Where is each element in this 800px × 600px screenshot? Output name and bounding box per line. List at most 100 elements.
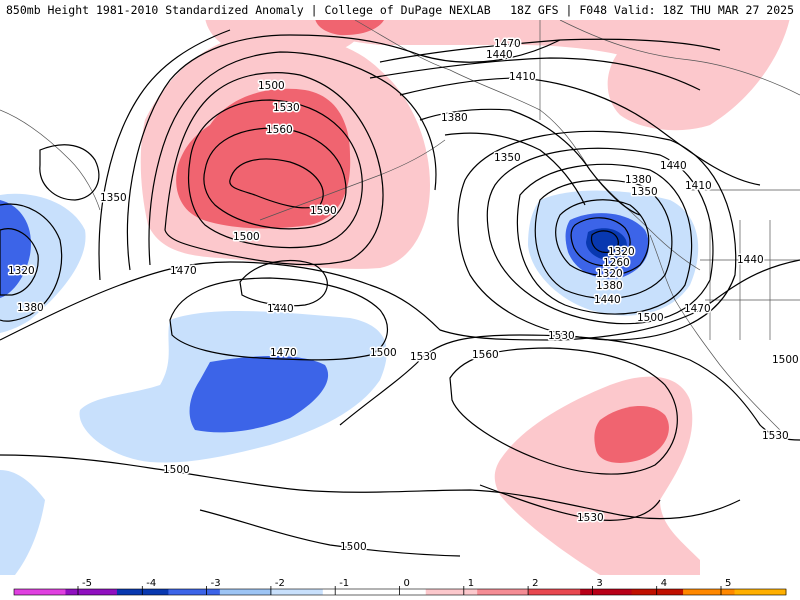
anomaly-neg-central-mid xyxy=(189,356,329,433)
colorbar-tick-label: 5 xyxy=(725,578,731,589)
colorbar-segment xyxy=(734,589,787,595)
contour-1530-south xyxy=(339,334,800,441)
coastline-aleutians xyxy=(259,139,446,221)
anomaly-pos-top-core xyxy=(315,18,385,36)
contour-label: 1560 xyxy=(472,349,499,361)
contour-label: 1320 xyxy=(608,246,635,258)
title-bar: 850mb Height 1981-2010 Standardized Anom… xyxy=(0,0,800,20)
contour-1530-ring xyxy=(187,99,363,249)
contour-label: 1530 xyxy=(577,512,604,524)
contour-1500-south xyxy=(0,454,741,520)
colorbar-segment xyxy=(116,589,169,595)
colorbar-segment xyxy=(271,589,324,595)
colorbar-segment xyxy=(14,589,66,595)
contour-1260-east xyxy=(590,230,619,253)
colorbar-segment xyxy=(168,589,221,595)
height-contours xyxy=(0,29,800,557)
contour-label: 1350 xyxy=(494,152,521,164)
contour-1470-north xyxy=(148,51,437,266)
contour-label: 1380 xyxy=(17,302,44,314)
contour-label: 1380 xyxy=(625,174,652,186)
colorbar-tick-label: 4 xyxy=(661,578,667,589)
coastline-arctic xyxy=(559,19,800,96)
contour-label: 1380 xyxy=(441,112,468,124)
colorbar-tick-label: 2 xyxy=(532,578,538,589)
contour-label: 1530 xyxy=(762,430,789,442)
contour-1470-loop xyxy=(457,130,737,341)
contour-1320-east xyxy=(555,199,650,277)
contour-label: 1500 xyxy=(163,464,190,476)
contour-label: 1440 xyxy=(486,49,513,61)
colorbar-tick-label: 3 xyxy=(596,578,602,589)
contour-label: 1500 xyxy=(233,231,260,243)
contour-1410-loop xyxy=(516,163,693,315)
contour-label: 1530 xyxy=(273,102,300,114)
colorbar-segment xyxy=(477,589,530,595)
contour-label: 1500 xyxy=(258,80,285,92)
contour-1320-west xyxy=(0,228,39,296)
anomaly-neg-west-edge xyxy=(0,470,45,575)
contour-label: 1440 xyxy=(660,160,687,172)
contour-1500-north xyxy=(164,72,384,266)
anomaly-neg-west-mid xyxy=(0,200,31,298)
contour-1440-mid xyxy=(239,259,328,307)
anomaly-pos-topright xyxy=(300,18,644,55)
colorbar-segment xyxy=(683,589,736,595)
contour-1440-cross xyxy=(369,57,701,91)
contour-1530-far-south xyxy=(479,484,661,521)
product-title: 850mb Height 1981-2010 Standardized Anom… xyxy=(6,3,491,17)
contour-1410-cross xyxy=(399,77,761,186)
contour-label: 1350 xyxy=(100,192,127,204)
contour-1380-east xyxy=(419,108,641,216)
colorbar-segment xyxy=(322,589,375,595)
contour-label: 1500 xyxy=(340,541,367,553)
contour-label: 1320 xyxy=(596,268,623,280)
anomaly-fills xyxy=(0,18,790,575)
coastline-alaska xyxy=(354,19,701,271)
contour-label: 1440 xyxy=(737,254,764,266)
contour-label: 1530 xyxy=(548,330,575,342)
contour-label: 1590 xyxy=(310,205,337,217)
contour-label: 1500 xyxy=(772,354,799,366)
contour-1380-loop xyxy=(534,179,673,300)
colorbar-tick-label: -2 xyxy=(275,578,285,589)
colorbar-segment xyxy=(528,589,581,595)
contour-label: 1380 xyxy=(596,280,623,292)
colorbar-tick-label: -5 xyxy=(82,578,92,589)
contour-label: 1260 xyxy=(603,257,630,269)
colorbar-background xyxy=(0,576,800,600)
contour-labels: 1500 1530 1560 1590 1470 1440 1410 1380 … xyxy=(7,37,800,555)
contour-1470-mid xyxy=(169,277,388,361)
contour-1590-inner xyxy=(229,158,324,209)
contour-1290-east xyxy=(570,217,631,267)
colorbar-outline xyxy=(13,588,787,596)
contour-label: 1410 xyxy=(509,71,536,83)
contour-1350-east xyxy=(444,132,586,206)
contour-label: 1470 xyxy=(170,265,197,277)
coastline-asia xyxy=(0,109,101,211)
anomaly-colorbar: -5 -4 -3 -2 -1 0 1 2 3 4 5 xyxy=(0,576,800,600)
contour-label: 1560 xyxy=(266,124,293,136)
contour-label: 1530 xyxy=(410,351,437,363)
contour-label: 1470 xyxy=(270,347,297,359)
colorbar-segment xyxy=(425,589,478,595)
model-run-info: 18Z GFS | F048 Valid: 18Z THU MAR 27 202… xyxy=(510,3,794,17)
colorbar-tick-label: 1 xyxy=(468,578,474,589)
contour-1410-north xyxy=(98,29,231,281)
coastline-west-coast xyxy=(649,234,781,431)
contour-label: 1440 xyxy=(267,303,294,315)
colorbar-segment xyxy=(219,589,272,595)
contour-1350-west xyxy=(39,144,100,201)
contour-label: 1320 xyxy=(8,265,35,277)
colorbar-segment xyxy=(580,589,633,595)
contour-1440-north xyxy=(126,34,561,271)
anomaly-pos-ne xyxy=(607,18,790,131)
colorbar-tick-label: -3 xyxy=(211,578,221,589)
contour-1500-bottom xyxy=(199,509,461,557)
contour-1560-south xyxy=(449,347,678,475)
geography-outlines xyxy=(0,19,800,431)
colorbar-tick-label: -1 xyxy=(339,578,349,589)
contour-label: 1500 xyxy=(370,347,397,359)
colorbar-segment xyxy=(374,589,427,595)
